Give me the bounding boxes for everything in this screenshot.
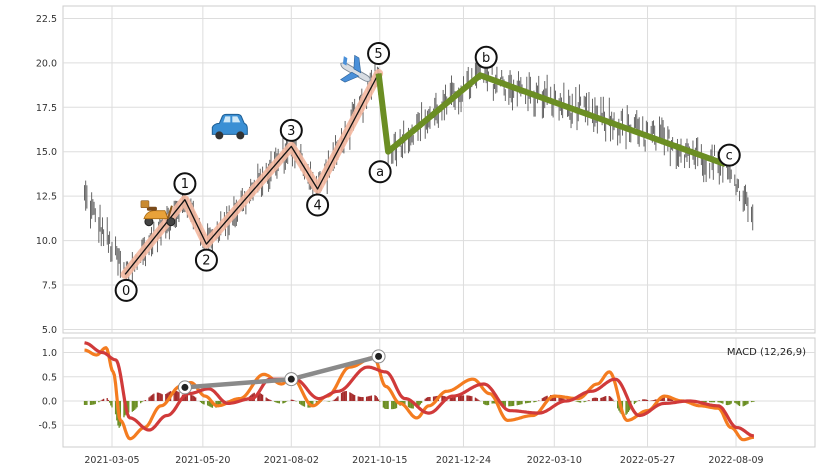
macd-y-ticks: -0.5 0.0 0.5 1.0 [38,348,57,432]
price-y-ticks: 5.0 7.5 10.0 12.5 15.0 17.5 20.0 22.5 [36,14,57,336]
price-y-tick-label: 15.0 [36,147,57,158]
price-y-tick-label: 10.0 [36,236,57,247]
scooter-seat [146,206,157,211]
x-tick-label: 2022-08-09 [708,455,763,466]
impulse-wave-label-4-text: 4 [313,199,321,214]
impulse-wave-label-5-circle [367,42,391,66]
impulse-wave-label-0-circle [114,278,138,302]
airplane-wing-bottom [340,71,360,83]
price-y-tick-label: 17.5 [36,103,57,114]
x-tick-label: 2022-03-10 [527,455,582,466]
macd-divergence-connector [177,349,386,395]
wave-icons [140,54,371,227]
impulse-wave-label-3-text: 3 [287,124,295,139]
impulse-wave-line [124,73,380,275]
scooter-body [143,210,169,220]
scooter-handle [166,205,173,220]
corrective-wave-label-a-circle [368,160,392,184]
macd-legend: MACD (12,26,9) [727,347,806,358]
airplane-wing-top [353,54,362,74]
corrective-wave-label-c-text: c [726,149,733,164]
car-window-right [232,116,241,123]
corrective-wave-label-b-text: b [482,51,490,66]
corrective-wave-label-a-text: a [376,165,384,180]
macd-y-tick-label: 1.0 [42,348,57,359]
impulse-wave-label-2-text: 2 [202,254,210,269]
x-tick-label: 2021-10-15 [352,455,407,466]
scooter-box [140,200,150,209]
wave-labels: 0 1 2 3 4 5 a b c [114,42,741,302]
car-rear-wheel [215,131,224,140]
price-y-tick-label: 22.5 [36,14,57,25]
x-ticks: 2021-03-05 2021-05-20 2021-08-02 2021-10-15… [84,455,763,466]
car-front-wheel [236,131,245,140]
macd-connector-dot [181,383,189,391]
x-tick-label: 2021-08-02 [264,455,319,466]
airplane-tail [342,56,348,66]
corrective-wave-label-b-circle [474,45,498,69]
macd-y-tick-label: 0.0 [42,396,57,407]
x-tick-label: 2021-12-24 [436,455,491,466]
price-y-tick-label: 7.5 [42,281,57,292]
scooter-front-wheel [166,217,176,227]
impulse-wave-label-1-text: 1 [181,177,189,192]
impulse-wave-label-3-circle [279,118,303,142]
impulse-wave-label-5-text: 5 [374,47,382,62]
car-window-left [223,116,231,123]
wave-lines [120,69,727,279]
x-tick-label: 2021-05-20 [175,455,230,466]
impulse-wave-label-1-circle [173,172,197,196]
corrective-wave-label-c-circle [717,143,741,167]
price-y-tick-label: 12.5 [36,192,57,203]
corrective-wave-line [375,72,727,168]
macd-connector-dot [375,352,383,360]
price-y-tick-label: 5.0 [42,325,57,336]
price-y-tick-label: 20.0 [36,58,57,69]
impulse-wave-label-2-circle [194,248,218,272]
macd-y-tick-label: -0.5 [38,421,57,432]
x-tick-label: 2022-05-27 [620,455,675,466]
airplane-icon [340,54,371,83]
macd-connector-dot [287,375,295,383]
x-tick-label: 2021-03-05 [84,455,139,466]
macd-y-tick-label: 0.5 [42,372,57,383]
car-icon [211,113,248,140]
impulse-wave-label-0-text: 0 [122,284,130,299]
signal-line [84,341,755,438]
scooter-icon [140,200,176,227]
impulse-wave-label-4-circle [306,193,330,217]
price-panel [62,5,816,334]
